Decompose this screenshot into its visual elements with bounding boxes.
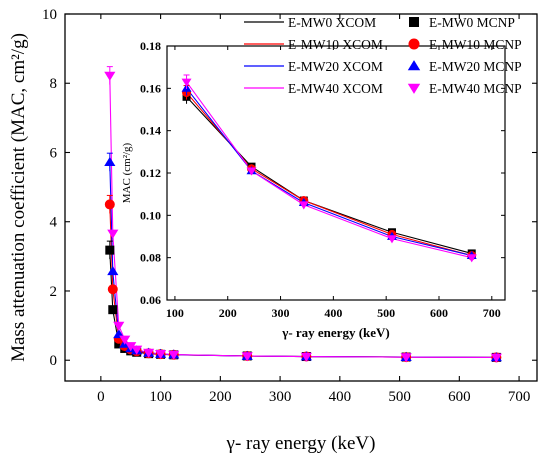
main-plot-frame xyxy=(64,13,538,382)
inset-y-tick-label: 0.14 xyxy=(140,124,161,138)
inset-x-tick-label: 500 xyxy=(377,306,395,320)
main-x-tick-label: 200 xyxy=(209,389,232,405)
legend: E-MW0 XCOM E-MW10 XCOM E-MW20 XCOM E-MW40 X… xyxy=(244,15,522,96)
legend-label: E-MW40 MCNP xyxy=(429,81,522,96)
inset-x-tick-label: 400 xyxy=(324,306,342,320)
inset-y-tick-label: 0.08 xyxy=(140,251,161,265)
legend-label: E-MW20 MCNP xyxy=(429,59,522,74)
main-point xyxy=(143,348,155,358)
main-point xyxy=(113,321,125,331)
legend-label: E-MW40 XCOM xyxy=(288,81,383,96)
main-point xyxy=(107,284,118,295)
main-x-tick-label: 500 xyxy=(388,389,411,405)
inset-x-tick-label: 200 xyxy=(219,306,237,320)
main-y-tick-label: 4 xyxy=(50,215,58,231)
inset-x-axis-label: γ- ray energy (keV) xyxy=(281,325,390,340)
main-point xyxy=(125,342,137,352)
main-plot: 0 100 200 300 400 500 600 700 0 2 4 6 8 10 γ- ray ener… xyxy=(8,7,538,454)
main-point xyxy=(119,335,131,345)
main-point xyxy=(105,245,115,255)
legend-marker-swatch xyxy=(407,83,421,94)
legend-label: E-MW10 MCNP xyxy=(429,37,522,52)
legend-marker-swatch xyxy=(409,17,419,27)
main-point xyxy=(300,352,312,362)
main-x-tick-label: 100 xyxy=(149,389,172,405)
inset-plot-frame xyxy=(166,45,506,301)
main-point xyxy=(155,349,167,360)
main-y-tick-label: 8 xyxy=(50,76,58,92)
inset-x-tick-label: 700 xyxy=(483,306,501,320)
main-y-axis-label: Mass attenuation coefficient (MAC, cm²/g… xyxy=(8,33,29,362)
main-point xyxy=(168,350,180,360)
main-point xyxy=(114,339,124,349)
inset-point xyxy=(298,201,309,210)
main-point xyxy=(104,71,116,81)
main-x-axis-label: γ- ray energy (keV) xyxy=(226,433,376,454)
main-x-tick-label: 400 xyxy=(329,389,352,405)
inset-x-tick-label: 300 xyxy=(272,306,290,320)
inset-y-tick-label: 0.06 xyxy=(140,293,161,307)
inset-x-tick-label: 600 xyxy=(430,306,448,320)
legend-marker-swatch xyxy=(408,38,420,50)
main-x-tick-label: 300 xyxy=(269,389,292,405)
main-point xyxy=(490,353,502,363)
legend-label: E-MW0 XCOM xyxy=(288,15,376,30)
main-x-tick-label: 600 xyxy=(448,389,471,405)
main-x-tick-label: 700 xyxy=(508,389,531,405)
inset-y-axis-label: MAC (cm²/g) xyxy=(121,142,133,203)
inset-y-tick-label: 0.12 xyxy=(140,166,161,180)
main-y-tick-label: 0 xyxy=(50,353,58,369)
legend-marker-swatch xyxy=(407,60,421,71)
main-point xyxy=(107,229,119,239)
legend-label: E-MW0 MCNP xyxy=(429,15,515,30)
inset-point xyxy=(181,78,192,87)
main-y-tick-label: 6 xyxy=(50,145,58,161)
inset-y-tick-label: 0.16 xyxy=(140,81,161,95)
inset-x-tick-label: 100 xyxy=(166,306,184,320)
main-point xyxy=(400,353,412,363)
main-point xyxy=(108,305,118,315)
main-y-tick-label: 2 xyxy=(50,284,58,300)
main-point xyxy=(104,156,116,167)
inset-point xyxy=(246,167,257,176)
inset-plot: 100 200 300 400 500 600 700 0.06 0.08 0.10 0.12 0.1… xyxy=(121,39,506,340)
main-point xyxy=(104,199,115,210)
inset-point xyxy=(387,235,397,244)
main-x-tick-label: 0 xyxy=(97,389,105,405)
inset-y-tick-label: 0.18 xyxy=(140,39,161,53)
main-y-tick-label: 10 xyxy=(42,7,57,23)
main-point xyxy=(131,345,143,355)
main-point xyxy=(107,265,119,276)
inset-y-tick-label: 0.10 xyxy=(140,208,161,222)
legend-label: E-MW10 XCOM xyxy=(288,37,383,52)
main-point xyxy=(241,352,253,362)
inset-point xyxy=(466,254,477,263)
legend-label: E-MW20 XCOM xyxy=(288,59,383,74)
